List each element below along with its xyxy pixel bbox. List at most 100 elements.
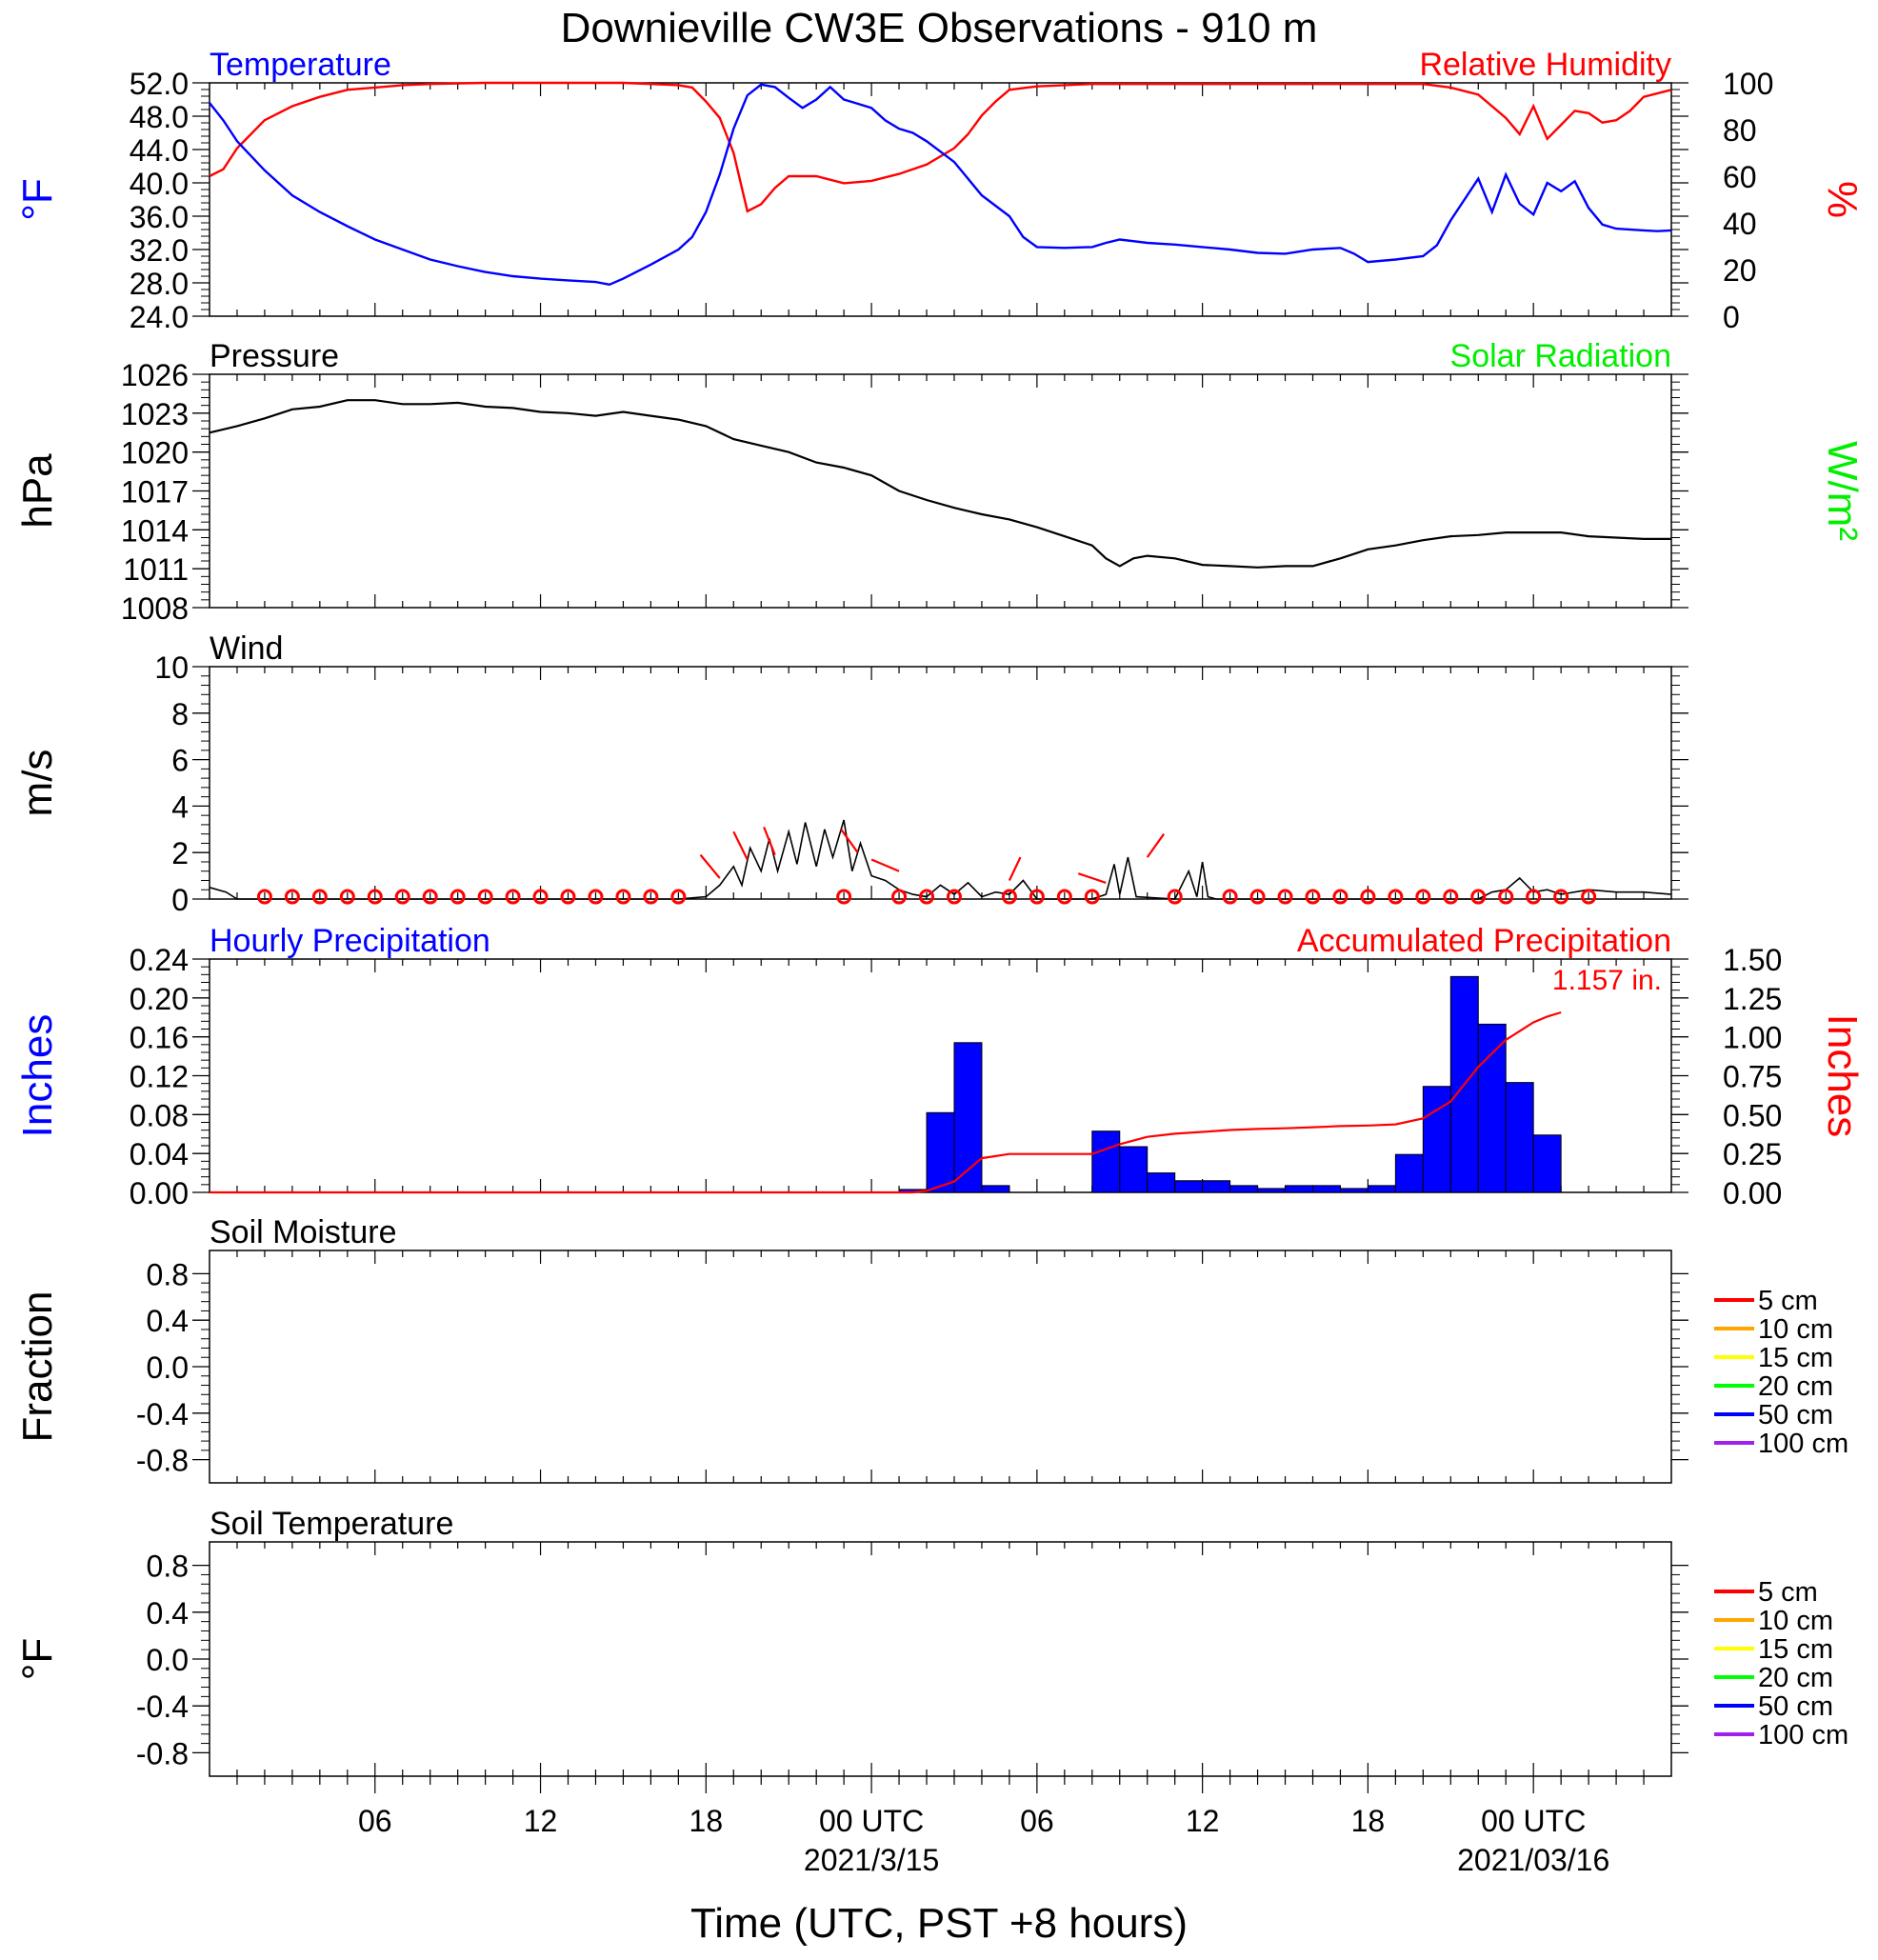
y-tick-label: 1026 [121,358,189,392]
legend-label: 10 cm [1758,1606,1833,1636]
y-tick-label: -0.8 [136,1736,189,1770]
calm-wind-marker [891,889,908,905]
y-right-tick-label: 60 [1723,160,1757,194]
x-tick-label: 06 [358,1804,392,1838]
wind-barb [1008,856,1022,881]
calm-wind-marker [256,889,272,905]
y-tick-label: 2 [171,836,189,870]
x-tick-label: 00 UTC [819,1804,924,1838]
y-tick-label: 0.24 [130,943,189,977]
calm-wind-marker [1415,889,1431,905]
panel-frame [209,82,1672,317]
panel-left-title: Temperature [210,47,391,83]
precip-bar [1202,1180,1231,1193]
wind-barb [699,853,721,879]
accumulated-precip-line [210,1010,1562,1194]
panel-wind: 10 8 6 4 2 0 Wind m/s [14,630,1688,917]
x-tick-label: 12 [1186,1804,1220,1838]
precip-bar [1339,1188,1369,1193]
y-right-axis-unit: % [1819,181,1866,218]
panel-frame [209,666,1672,900]
panel-left-title: Soil Temperature [210,1506,453,1542]
calm-wind-marker [422,889,438,905]
y-tick-label: 44.0 [130,133,189,168]
x-tick-label: 00 UTC [1481,1804,1586,1838]
y-tick-label: 0.00 [130,1176,189,1210]
y-right-axis-unit: W/m² [1819,441,1866,541]
precip-bar [1229,1185,1259,1193]
y-tick-label: -0.8 [136,1444,189,1478]
y-tick-label: 8 [171,697,189,731]
chart-title: Downieville CW3E Observations - 910 m [561,5,1318,51]
calm-wind-marker [1470,889,1487,905]
precip-bar [1532,1134,1562,1193]
y-right-tick-label: 0.50 [1723,1098,1782,1132]
calm-wind-marker [1332,889,1349,905]
y-tick-label: 32.0 [130,233,189,268]
x-date-label: 2021/3/15 [804,1843,939,1877]
panel-frame [209,1541,1672,1777]
y-tick-label: 0.08 [130,1098,189,1132]
precip-bar [1174,1180,1204,1193]
precip-bar [1257,1188,1287,1193]
y-tick-label: 0.8 [147,1257,189,1291]
legend-label: 15 cm [1758,1634,1833,1665]
calm-wind-marker [1249,889,1266,905]
y-right-tick-label: 1.00 [1723,1021,1782,1055]
y-tick-label: 0.4 [147,1596,189,1630]
y-axis-unit: °F [14,178,61,220]
y-tick-label: 1017 [121,475,189,510]
panel-right-title: Accumulated Precipitation [1297,923,1671,959]
legend-label: 50 cm [1758,1691,1833,1722]
precip-bar [1422,1086,1451,1193]
wind-barb [763,826,776,856]
y-tick-label: 0.0 [147,1643,189,1677]
y-tick-label: 36.0 [130,200,189,234]
y-axis-unit: °F [14,1638,61,1680]
legend-label: 20 cm [1758,1663,1833,1693]
x-tick-label: 06 [1020,1804,1054,1838]
calm-wind-marker [1443,889,1459,905]
precip-bar [1311,1185,1341,1193]
calm-wind-marker [836,889,852,905]
y-right-tick-label: 100 [1723,67,1773,101]
x-tick-label: 18 [1351,1804,1386,1838]
precip-bar [953,1042,983,1193]
calm-wind-marker [284,889,300,905]
y-tick-label: 6 [171,744,189,778]
precip-bar [1147,1172,1176,1193]
wind-barb [1146,833,1165,858]
pressure-line [209,399,1671,569]
precip-bar [981,1185,1010,1193]
panel-frame [209,1250,1672,1484]
precip-bar [1394,1153,1424,1193]
legend-label: 100 cm [1758,1429,1848,1459]
calm-wind-marker [505,889,521,905]
y-axis-unit: hPa [14,453,61,529]
calm-wind-marker [1388,889,1404,905]
y-right-tick-label: 1.50 [1723,943,1782,977]
y-tick-label: 0.0 [147,1350,189,1385]
calm-wind-marker [670,889,687,905]
calm-wind-marker [1084,889,1100,905]
panel-temp_rh: 52.048.044.040.036.032.028.024.0 100 80 60 4… [14,47,1866,334]
y-axis-unit: Inches [14,1014,61,1138]
legend-label: 50 cm [1758,1400,1833,1430]
x-tick-label: 12 [524,1804,558,1838]
panel-frame [209,373,1672,609]
y-axis-unit: Fraction [14,1291,61,1443]
y-right-axis-unit: Inches [1819,1014,1866,1138]
panel-left-title: Wind [210,630,283,667]
precip-bar [1367,1185,1396,1193]
panel-left-title: Soil Moisture [210,1214,397,1250]
precip-bar [1091,1130,1121,1193]
temperature-line [209,83,1672,287]
y-tick-label: 10 [154,650,189,685]
humidity-line [209,81,1672,213]
y-right-tick-label: 0.75 [1723,1060,1782,1094]
y-tick-label: 0.4 [147,1304,189,1338]
y-tick-label: 40.0 [130,167,189,201]
calm-wind-marker [477,889,493,905]
